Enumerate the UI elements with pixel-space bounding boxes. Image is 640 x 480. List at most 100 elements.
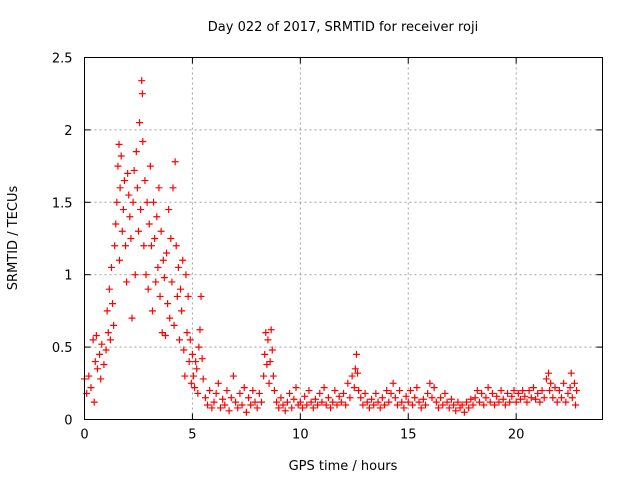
- data-point: [545, 369, 553, 377]
- data-point: [340, 389, 347, 397]
- data-point: [206, 387, 214, 395]
- data-point: [430, 384, 438, 392]
- data-point: [157, 227, 165, 235]
- data-point: [212, 389, 220, 397]
- data-point: [181, 372, 189, 380]
- data-point: [115, 140, 123, 148]
- data-point: [387, 389, 395, 397]
- data-point: [279, 401, 287, 409]
- data-point: [305, 387, 313, 395]
- plot-frame: [84, 57, 603, 420]
- data-point: [309, 404, 317, 412]
- data-point: [540, 394, 548, 402]
- data-point: [460, 408, 468, 416]
- data-point: [551, 384, 559, 392]
- data-point: [560, 379, 568, 387]
- data-point: [145, 220, 153, 228]
- data-point: [471, 394, 479, 402]
- data-point: [129, 198, 137, 206]
- data-point: [240, 384, 248, 392]
- data-point: [186, 336, 194, 344]
- data-point: [454, 398, 462, 406]
- data-point: [139, 137, 147, 145]
- data-point: [112, 220, 120, 228]
- data-point: [495, 398, 503, 406]
- data-point: [292, 384, 300, 392]
- data-point: [320, 384, 328, 392]
- data-point: [126, 213, 134, 221]
- data-point: [361, 389, 369, 397]
- data-point: [166, 314, 174, 322]
- data-point: [404, 398, 412, 406]
- data-point: [174, 263, 182, 271]
- data-point: [191, 384, 199, 392]
- data-point: [138, 90, 146, 98]
- data-point: [172, 242, 180, 250]
- axis-ticks: 0 5 10 15 20 0 0.5 1 1.5 2 2.5: [52, 52, 603, 443]
- data-point: [376, 404, 384, 412]
- data-point: [562, 398, 570, 406]
- x-axis-label: GPS time / hours: [289, 459, 398, 474]
- data-point: [141, 177, 149, 185]
- data-point: [411, 394, 419, 402]
- data-point: [146, 162, 154, 170]
- data-point: [351, 365, 359, 373]
- data-point: [303, 401, 311, 409]
- data-point: [128, 314, 136, 322]
- data-point: [216, 404, 224, 412]
- data-point: [227, 394, 235, 402]
- data-point: [488, 389, 496, 397]
- data-point: [199, 375, 207, 383]
- data-point: [396, 387, 404, 395]
- data-point: [534, 389, 542, 397]
- data-point: [155, 184, 163, 192]
- data-point: [506, 398, 514, 406]
- data-point: [458, 401, 466, 409]
- data-point: [557, 394, 565, 402]
- data-point: [125, 191, 133, 199]
- data-point: [277, 394, 285, 402]
- data-point: [536, 398, 544, 406]
- data-point: [117, 152, 125, 160]
- data-point: [189, 372, 197, 380]
- data-point: [484, 384, 492, 392]
- data-point: [194, 389, 202, 397]
- data-point: [538, 387, 546, 395]
- data-point: [152, 278, 160, 286]
- data-point: [113, 198, 121, 206]
- data-point: [568, 394, 576, 402]
- data-point: [143, 198, 151, 206]
- data-point: [197, 292, 205, 300]
- data-point: [441, 389, 449, 397]
- data-point: [154, 263, 162, 271]
- data-point: [164, 300, 172, 308]
- data-point: [198, 355, 206, 363]
- y-tick-label: 0: [64, 414, 72, 429]
- data-point: [415, 398, 423, 406]
- data-point: [195, 343, 203, 351]
- data-point: [290, 395, 298, 403]
- data-point: [374, 398, 382, 406]
- data-point: [232, 398, 240, 406]
- data-point: [153, 213, 161, 221]
- data-point: [264, 336, 272, 344]
- data-point: [499, 395, 507, 403]
- data-point: [450, 401, 458, 409]
- data-point: [318, 398, 326, 406]
- data-point: [344, 379, 352, 387]
- data-point: [370, 401, 378, 409]
- data-point: [342, 401, 350, 409]
- x-tick-label: 10: [292, 428, 309, 443]
- data-point: [89, 336, 97, 344]
- data-point: [183, 329, 191, 337]
- data-point: [473, 387, 481, 395]
- data-point: [173, 292, 181, 300]
- data-point: [110, 321, 118, 329]
- data-point: [546, 387, 554, 395]
- data-point: [324, 394, 332, 402]
- y-tick-label: 1.5: [52, 196, 73, 211]
- data-point: [229, 372, 237, 380]
- data-point: [480, 401, 488, 409]
- data-point: [114, 162, 122, 170]
